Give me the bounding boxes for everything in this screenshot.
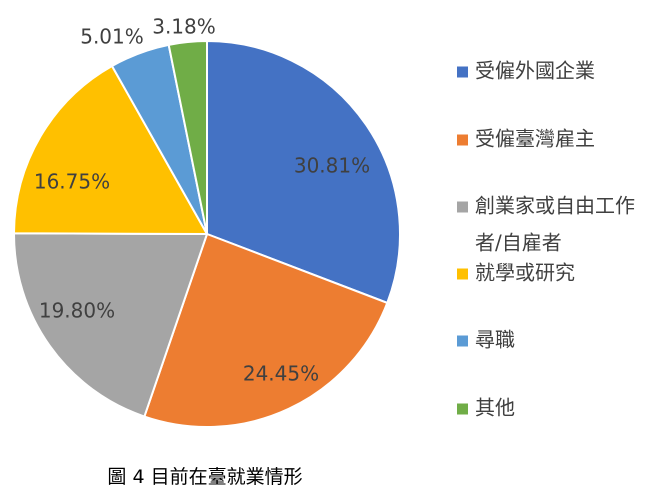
legend-label-3-line-2: 者/自雇者 — [475, 231, 562, 255]
legend-label-3-line-1: 創業家或自由工作 — [475, 194, 635, 218]
legend-item-5: 尋職 — [457, 328, 515, 352]
pie-slice-2 — [143, 233, 389, 428]
figure-caption: 圖 4 目前在臺就業情形 — [107, 466, 303, 488]
data-label-2: 24.45% — [243, 362, 319, 386]
pie-slice-6 — [167, 40, 208, 235]
legend-swatch-3 — [457, 201, 468, 213]
data-label-4: 16.75% — [34, 170, 110, 194]
legend-label-2: 受僱臺灣雇主 — [475, 127, 595, 151]
legend-label-1: 受僱外國企業 — [475, 59, 595, 83]
legend-swatch-4 — [457, 268, 468, 280]
legend-swatch-5 — [457, 335, 468, 347]
pie-slice-4 — [13, 64, 208, 235]
data-label-5: 5.01% — [80, 25, 144, 49]
legend-item-1: 受僱外國企業 — [457, 59, 595, 83]
legend-swatch-2 — [457, 134, 468, 146]
pie-slice-3 — [12, 232, 208, 418]
legend-label-6: 其他 — [475, 396, 515, 420]
legend-swatch-6 — [457, 403, 468, 415]
legend-item-6: 其他 — [457, 396, 515, 420]
legend-label-4: 就學或研究 — [475, 261, 575, 285]
data-label-1: 30.81% — [294, 154, 370, 178]
legend-swatch-1 — [457, 66, 468, 78]
legend-label-5: 尋職 — [475, 328, 515, 352]
data-label-3: 19.80% — [39, 299, 115, 323]
pie-slices — [12, 40, 401, 428]
legend-item-2: 受僱臺灣雇主 — [457, 127, 595, 151]
data-labels: 30.81% 24.45% 19.80% 16.75% 5.01% 3.18% — [34, 15, 370, 386]
pie-slice-1 — [206, 40, 401, 304]
data-label-6: 3.18% — [152, 15, 216, 39]
legend-item-4: 就學或研究 — [457, 261, 575, 285]
